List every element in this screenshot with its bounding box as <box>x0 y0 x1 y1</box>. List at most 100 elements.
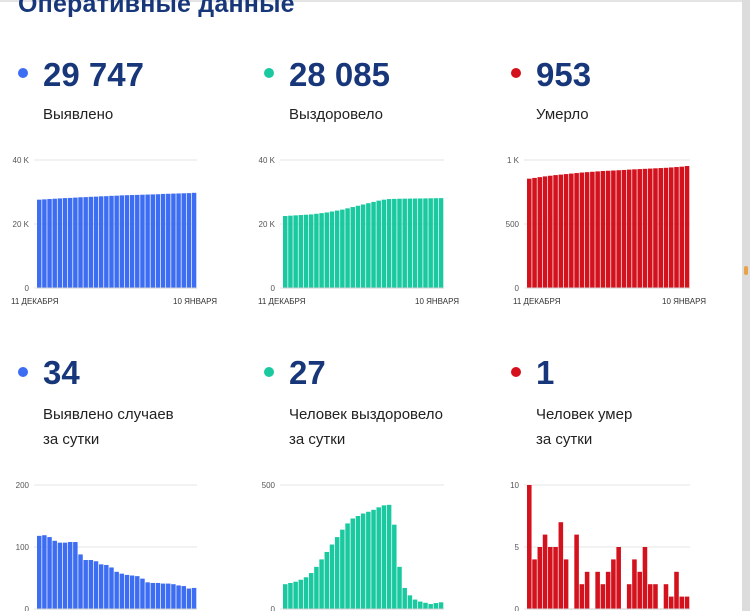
bar <box>600 584 606 609</box>
bar <box>663 167 669 288</box>
bar <box>329 211 335 288</box>
bar <box>537 177 543 288</box>
bar <box>558 174 564 288</box>
bar <box>611 559 616 609</box>
bar <box>548 547 553 609</box>
bar <box>319 559 324 609</box>
bar <box>532 559 537 609</box>
bar <box>574 173 579 288</box>
stat-daily-died: 1 Человек умер за сутки <box>511 354 741 454</box>
bar <box>402 587 407 609</box>
y-tick-label: 40 K <box>259 156 276 165</box>
bar <box>397 198 402 288</box>
bar <box>334 537 340 609</box>
bar <box>324 551 330 609</box>
bar <box>418 601 423 609</box>
bar <box>637 571 642 609</box>
bar <box>298 579 304 609</box>
bar <box>314 213 319 288</box>
bar <box>428 198 433 288</box>
bar <box>293 215 298 288</box>
bar <box>632 169 637 288</box>
bar <box>558 522 564 609</box>
bar <box>47 537 52 609</box>
bar <box>674 167 679 288</box>
bar <box>418 198 423 288</box>
bar <box>642 168 648 288</box>
x-tick-label: 10 ЯНВАРЯ <box>415 297 459 306</box>
bar <box>637 169 642 288</box>
bar <box>191 587 197 609</box>
bar <box>176 193 181 288</box>
bar <box>298 215 304 288</box>
stat-label-line2: за сутки <box>289 431 346 448</box>
bar <box>171 584 176 609</box>
bar <box>52 198 57 288</box>
bar <box>621 169 627 288</box>
bar <box>93 196 99 288</box>
bar <box>42 535 47 609</box>
bar <box>658 168 664 288</box>
bar <box>124 195 130 288</box>
bar <box>67 542 73 609</box>
bar <box>135 194 140 288</box>
y-tick-label: 0 <box>515 284 520 293</box>
bar <box>527 178 532 288</box>
dot-icon <box>511 367 521 377</box>
bar <box>626 584 632 609</box>
stat-label: Умерло <box>536 106 589 123</box>
bar <box>73 197 78 288</box>
bar <box>433 603 439 609</box>
bar <box>579 584 585 609</box>
bar <box>392 524 397 609</box>
frame-top-border <box>0 0 750 2</box>
chart-0: 0 20 K 40 K 11 ДЕКАБРЯ 10 ЯНВАРЯ <box>11 156 217 306</box>
bar <box>542 534 548 609</box>
bar <box>334 210 340 288</box>
stat-label-line2: за сутки <box>536 431 593 448</box>
bar <box>386 504 392 609</box>
stat-label-line1: Человек выздоровело <box>289 406 443 423</box>
stat-label-line1: Выявлено случаев <box>43 406 174 423</box>
dot-icon <box>18 367 28 377</box>
y-tick-label: 0 <box>25 605 30 611</box>
bar <box>83 560 88 609</box>
dot-icon <box>511 68 521 78</box>
bar <box>109 195 114 288</box>
bar <box>653 584 658 609</box>
y-tick-label: 5 <box>515 543 520 552</box>
bar <box>340 529 345 609</box>
bar <box>376 200 381 288</box>
bar <box>632 559 637 609</box>
bar <box>124 574 130 609</box>
stat-value: 953 <box>536 56 592 93</box>
bar <box>642 547 648 609</box>
stat-died: 953 Умерло <box>511 56 741 136</box>
stat-value: 28 085 <box>289 56 390 93</box>
chart-4: 0 500 <box>262 481 444 611</box>
chart-2: 0 500 1 K 11 ДЕКАБРЯ 10 ЯНВАРЯ <box>506 156 707 306</box>
x-tick-label: 10 ЯНВАРЯ <box>662 297 706 306</box>
bar <box>145 582 150 609</box>
y-tick-label: 0 <box>271 284 276 293</box>
bar <box>181 586 186 609</box>
bar <box>563 174 569 288</box>
bar <box>319 213 324 288</box>
bar <box>303 214 309 288</box>
stat-label: Выявлено <box>43 106 114 123</box>
bar <box>109 567 114 609</box>
bar <box>663 584 669 609</box>
x-tick-label: 11 ДЕКАБРЯ <box>513 297 561 306</box>
bar <box>684 166 690 288</box>
x-tick-label: 11 ДЕКАБРЯ <box>11 297 59 306</box>
bar <box>423 602 428 609</box>
bar <box>303 577 309 609</box>
stat-detected: 29 747 Выявлено <box>18 56 248 136</box>
bar <box>166 583 171 609</box>
bar <box>366 203 371 288</box>
bar <box>150 194 156 288</box>
bar <box>78 197 83 288</box>
bar <box>438 602 444 609</box>
bar <box>176 585 181 609</box>
bar <box>129 195 135 288</box>
